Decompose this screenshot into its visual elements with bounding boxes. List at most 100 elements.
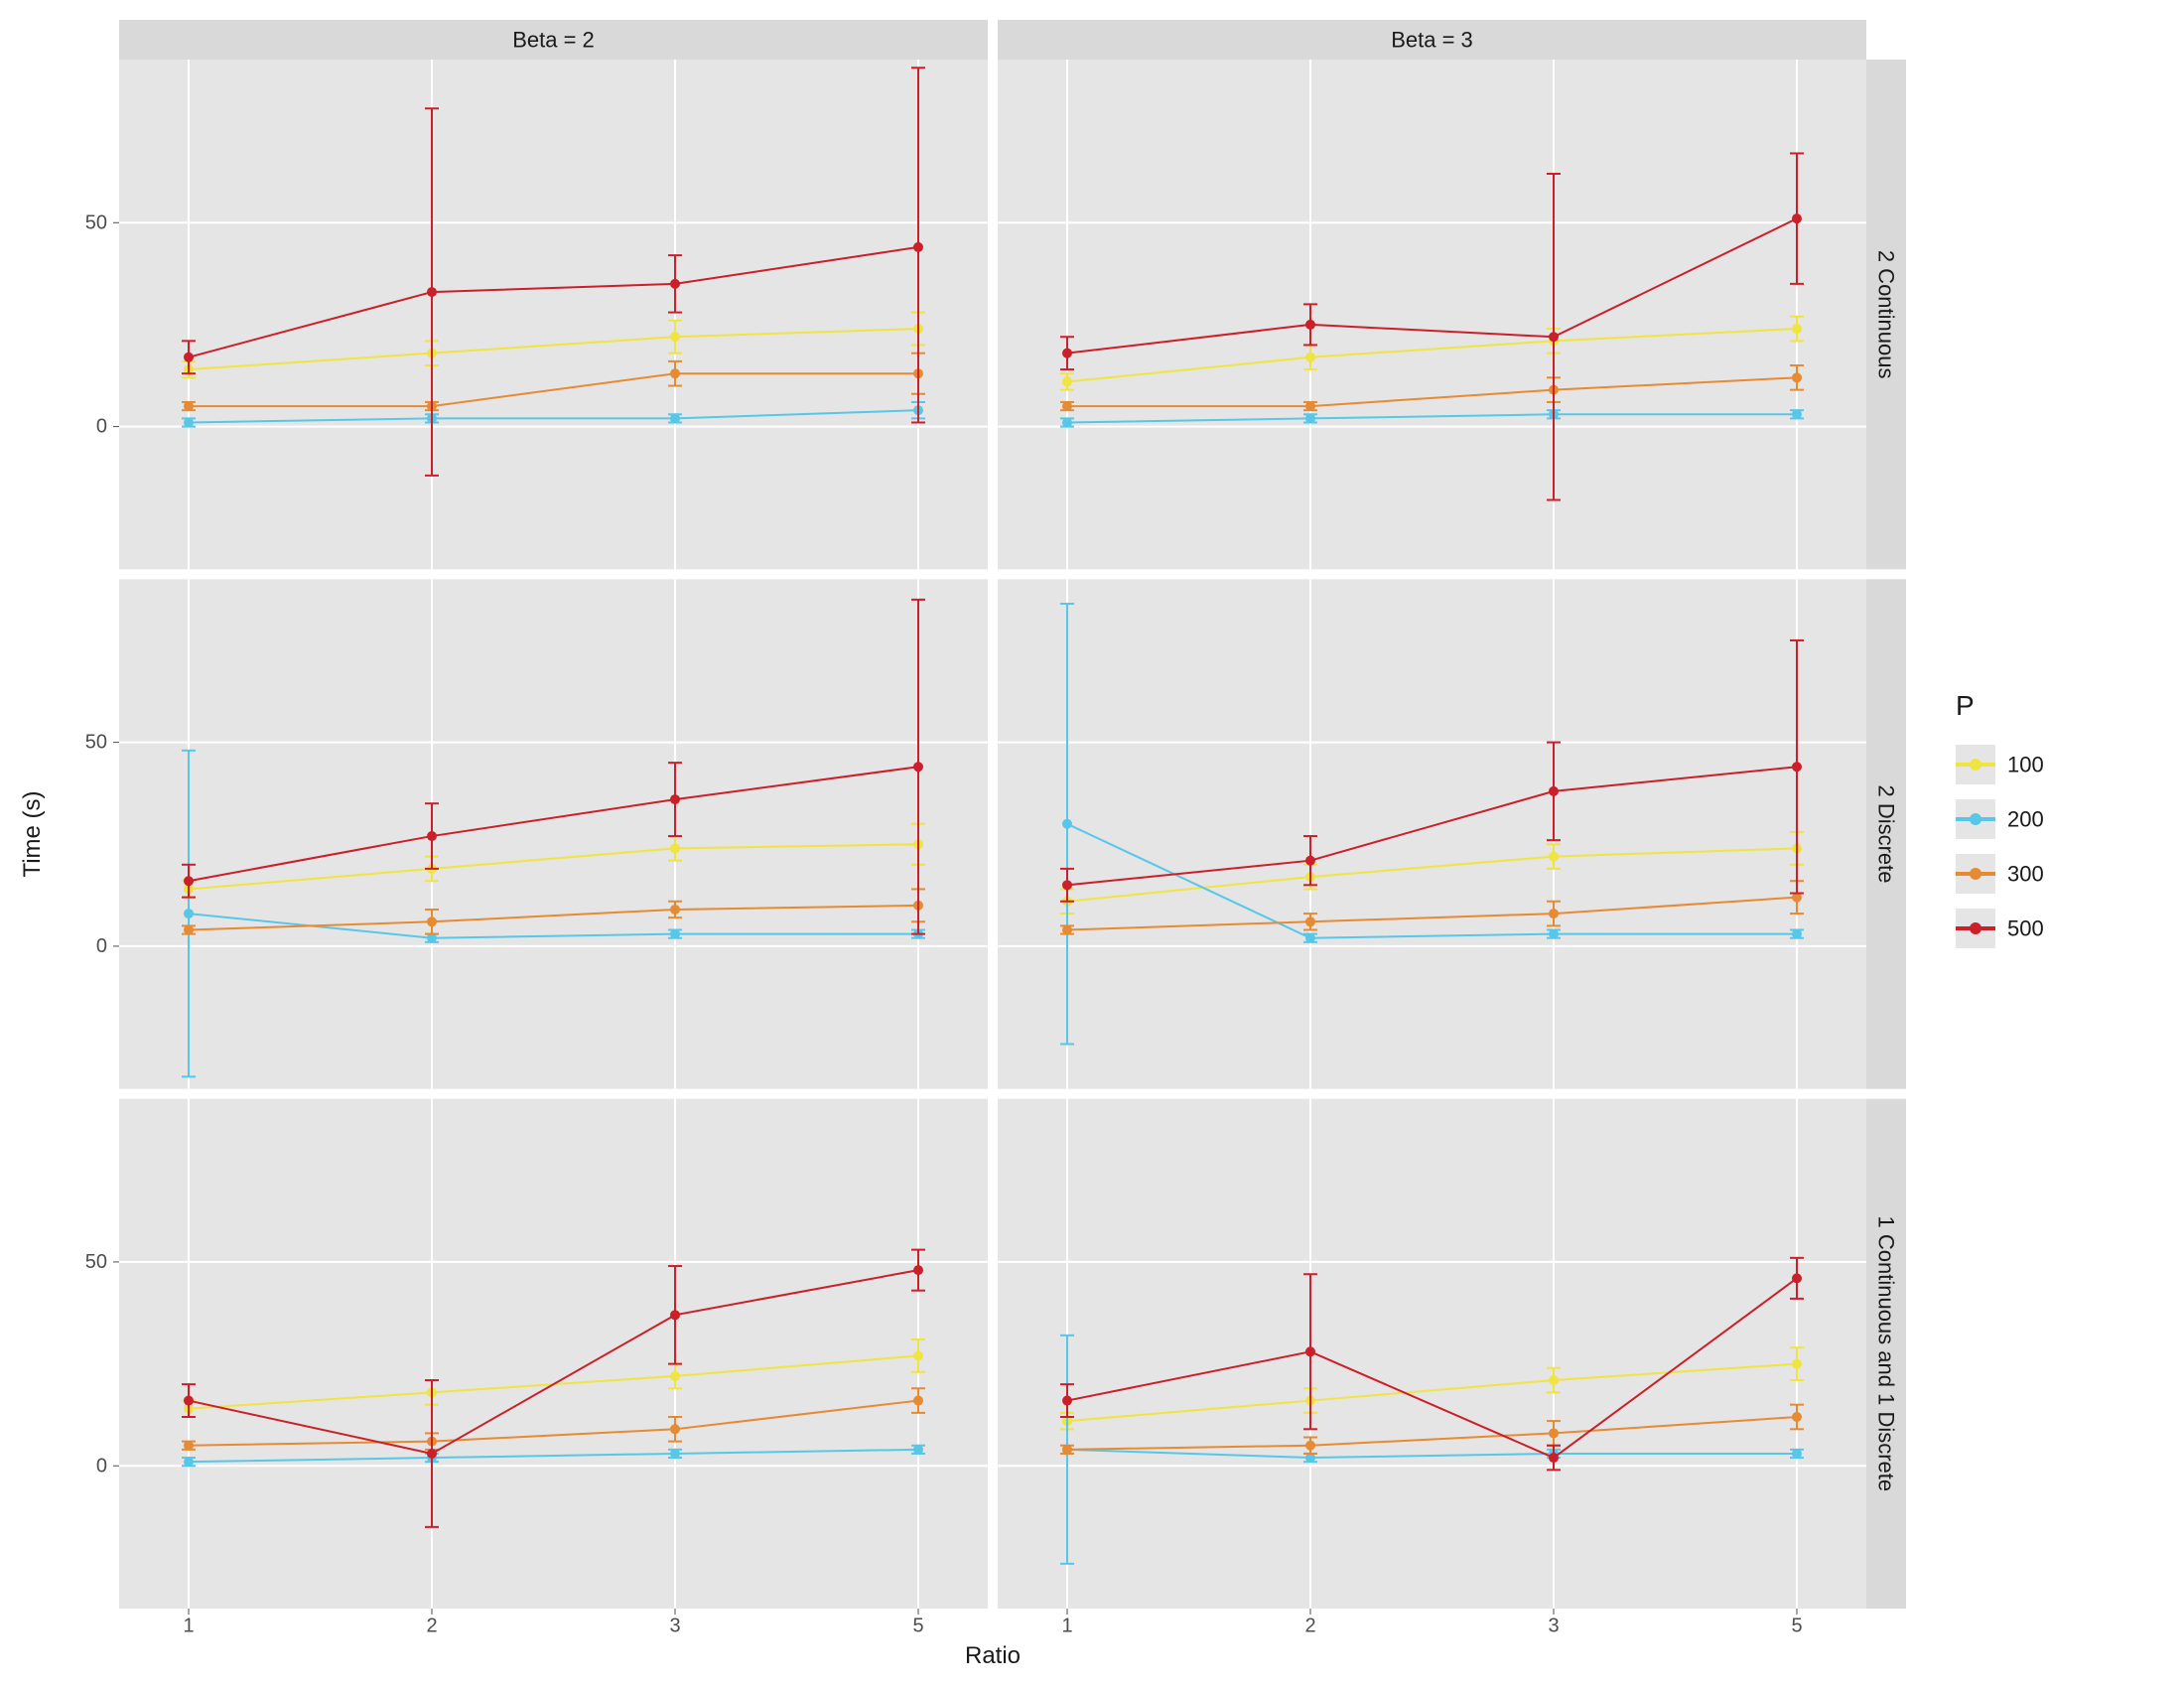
point-p100 [1305,352,1315,362]
point-p500 [427,287,437,297]
point-p100 [670,843,680,853]
x-tick-label: 5 [912,1616,923,1637]
point-p500 [913,762,923,772]
panel-cont2-beta3 [998,60,1866,569]
point-p300 [1062,1445,1072,1455]
point-p200 [670,1449,680,1459]
point-p200 [1062,417,1072,427]
point-p200 [1305,413,1315,423]
point-p500 [1062,880,1072,890]
x-tick-label: 1 [1061,1616,1072,1637]
point-p500 [1062,349,1072,358]
point-p200 [1305,933,1315,943]
point-p300 [670,368,680,378]
point-p300 [1305,916,1315,926]
point-p300 [670,905,680,914]
point-p500 [1305,856,1315,866]
point-p100 [670,1371,680,1381]
legend: P 100 200 300 500 [1956,690,2044,948]
point-p200 [184,417,194,427]
panel-disc2-beta3 [998,579,1866,1088]
point-p100 [1792,324,1802,334]
point-p500 [184,352,194,362]
point-p200 [913,1445,923,1455]
point-p300 [1549,909,1559,918]
point-p200 [1792,929,1802,939]
point-p300 [913,1396,923,1406]
point-p100 [1062,376,1072,386]
point-p500 [1792,213,1802,223]
point-p500 [670,279,680,289]
point-p100 [1549,1375,1559,1385]
legend-label: 200 [2007,807,2044,832]
point-p200 [1792,1449,1802,1459]
point-p200 [670,929,680,939]
y-tick-label: 50 [85,732,107,754]
x-tick-label: 5 [1791,1616,1802,1637]
point-p500 [1305,320,1315,330]
y-tick-label: 0 [96,935,107,957]
point-p500 [1305,1346,1315,1356]
row-strip-label: 2 Continuous [1874,250,1899,379]
legend-label: 300 [2007,862,2044,887]
x-axis-title: Ratio [965,1642,1021,1669]
point-p200 [184,1457,194,1467]
y-axis-title: Time (s) [19,790,46,877]
point-p500 [1549,786,1559,796]
y-tick-label: 50 [85,211,107,233]
faceted-line-chart: Beta = 2 Beta = 3 2 Continuous 2 Discrete 1 … [0,0,2184,1688]
y-tick-label: 50 [85,1251,107,1273]
x-tick-label: 2 [426,1616,437,1637]
point-p100 [1549,852,1559,862]
point-p300 [1792,1412,1802,1422]
point-p500 [1792,762,1802,772]
point-p300 [670,1424,680,1434]
panel-mix-beta3: 1 2 3 5 [998,1099,1866,1637]
point-p500 [1549,1453,1559,1463]
x-tick-label: 1 [183,1616,194,1637]
point-p200 [184,909,194,918]
point-p200 [1062,819,1072,829]
row-strip-label: 2 Discrete [1874,784,1899,883]
legend-title: P [1956,690,1975,721]
point-p300 [427,916,437,926]
point-p200 [1549,929,1559,939]
legend-label: 100 [2007,753,2044,777]
point-p500 [1549,332,1559,342]
y-tick-label: 0 [96,416,107,438]
chart-svg: Beta = 2 Beta = 3 2 Continuous 2 Discrete 1 … [0,0,2184,1688]
point-p500 [913,1265,923,1275]
col-strip-label: Beta = 2 [512,28,595,53]
point-p300 [184,1441,194,1451]
point-p500 [670,1310,680,1320]
point-p300 [1305,1441,1315,1451]
point-p500 [1062,1396,1072,1406]
row-strip-label: 1 Continuous and 1 Discrete [1874,1216,1899,1492]
point-p500 [913,242,923,252]
panel-disc2-beta2: 0 50 [85,579,988,1088]
x-tick-label: 3 [669,1616,680,1637]
point-p300 [184,925,194,935]
legend-item-p300: 300 [1956,854,2044,894]
point-p100 [670,332,680,342]
legend-item-p100: 100 [1956,745,2044,784]
point-p500 [670,794,680,804]
point-p200 [1792,409,1802,419]
point-p500 [427,831,437,841]
legend-item-p500: 500 [1956,909,2044,948]
x-tick-label: 3 [1548,1616,1559,1637]
x-tick-label: 2 [1304,1616,1315,1637]
y-tick-label: 0 [96,1455,107,1477]
legend-label: 500 [2007,916,2044,941]
point-p500 [1792,1273,1802,1283]
point-p100 [913,1350,923,1360]
legend-item-p200: 200 [1956,799,2044,839]
point-p500 [184,876,194,886]
point-p500 [427,1449,437,1459]
point-p500 [184,1396,194,1406]
point-p300 [1792,372,1802,382]
point-p300 [1305,401,1315,411]
point-p100 [1792,1359,1802,1369]
col-strip-label: Beta = 3 [1391,28,1473,53]
point-p200 [670,413,680,423]
